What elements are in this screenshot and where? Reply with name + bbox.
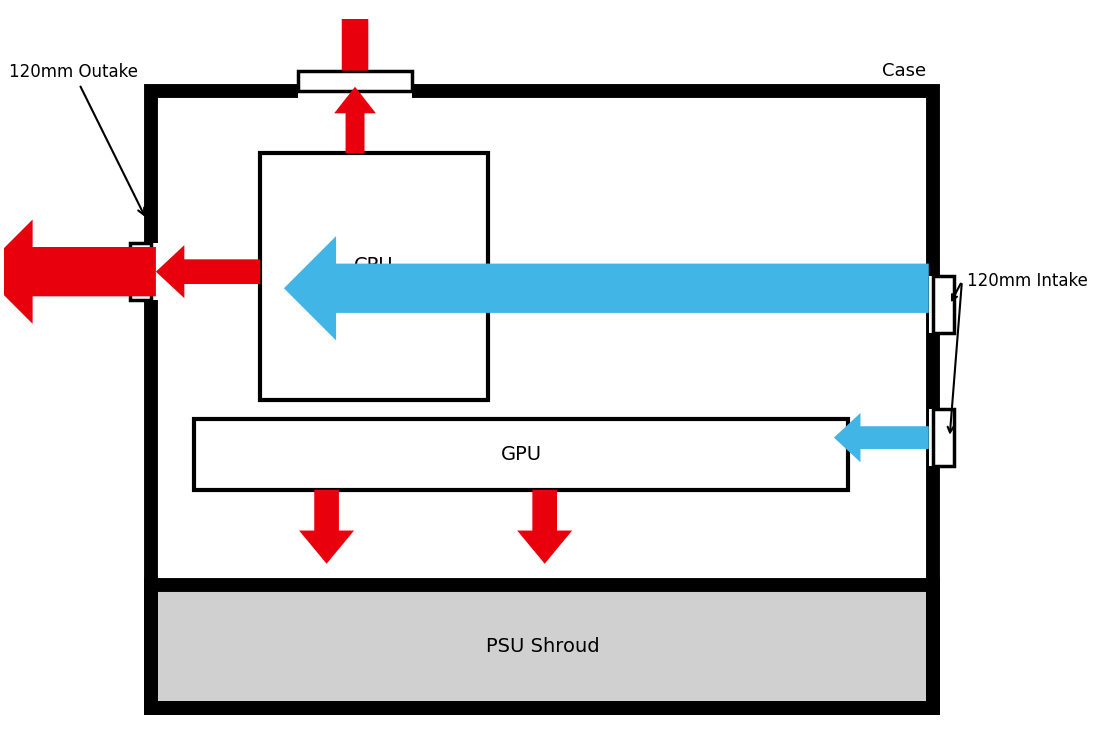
Bar xyxy=(928,276,938,333)
FancyArrow shape xyxy=(334,87,376,153)
Bar xyxy=(298,80,412,99)
Bar xyxy=(934,409,955,466)
Bar xyxy=(151,584,934,708)
Text: 120mm Intake: 120mm Intake xyxy=(967,272,1087,290)
Bar xyxy=(928,409,938,466)
FancyArrow shape xyxy=(517,490,572,564)
FancyArrow shape xyxy=(834,413,928,463)
Bar xyxy=(934,276,955,333)
Text: PSU Shroud: PSU Shroud xyxy=(485,637,599,656)
Bar xyxy=(146,243,160,300)
FancyArrow shape xyxy=(299,490,354,564)
FancyArrow shape xyxy=(156,245,260,298)
Bar xyxy=(298,71,412,92)
Bar xyxy=(193,418,849,490)
FancyArrow shape xyxy=(327,0,383,71)
FancyArrow shape xyxy=(284,236,928,340)
Bar xyxy=(151,92,934,708)
FancyArrow shape xyxy=(0,219,156,324)
Text: GPU: GPU xyxy=(501,445,541,463)
Text: 120mm Outake: 120mm Outake xyxy=(9,63,144,215)
Bar xyxy=(260,153,487,400)
Text: Case: Case xyxy=(882,62,926,80)
Bar xyxy=(130,243,151,300)
Text: CPU
Cooler: CPU Cooler xyxy=(343,256,406,297)
